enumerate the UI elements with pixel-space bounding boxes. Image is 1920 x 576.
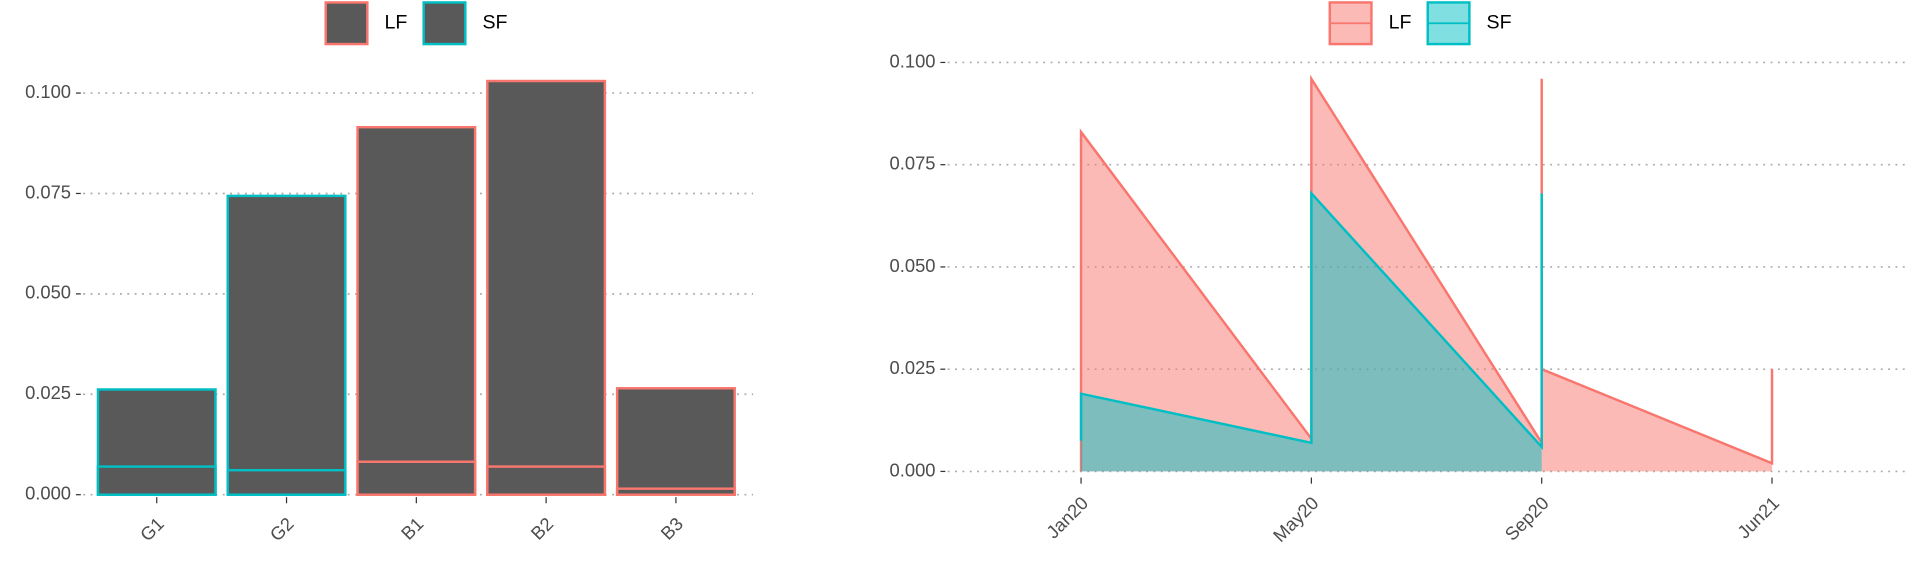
legend-key <box>422 1 467 46</box>
x-tick-label: Sep20 <box>1500 492 1552 544</box>
bar <box>356 125 477 496</box>
y-tick-label: 0.000 <box>890 459 936 480</box>
bar <box>96 465 217 496</box>
bar <box>615 487 736 496</box>
y-tick-label: 0.100 <box>890 50 936 71</box>
legend-key <box>324 1 369 46</box>
bar <box>356 460 477 496</box>
chart-panel: 0.000 0.025 0.050 0.075 0.100 LF SF Jan20 May20 S… <box>890 1 1911 546</box>
x-tick-label: G1 <box>136 513 168 545</box>
x-tick-label: G2 <box>266 513 298 545</box>
bar <box>486 79 607 496</box>
y-tick-label: 0.100 <box>25 81 71 102</box>
bar <box>226 468 347 496</box>
x-tick-label: B3 <box>656 513 687 544</box>
y-tick-label: 0.075 <box>25 181 71 202</box>
y-tick-label: 0.025 <box>890 357 936 378</box>
x-tick-label: B2 <box>527 513 558 544</box>
legend-label: SF <box>1487 11 1512 33</box>
x-tick-label: Jan20 <box>1042 492 1092 542</box>
x-tick-label: Jun21 <box>1733 492 1783 542</box>
legend-label: LF <box>1389 11 1412 33</box>
bar <box>226 194 347 496</box>
area <box>1081 78 1773 472</box>
y-tick-label: 0.025 <box>25 382 71 403</box>
legend-label: LF <box>384 11 407 33</box>
y-tick-label: 0.075 <box>890 153 936 174</box>
x-tick-label: May20 <box>1269 492 1323 546</box>
bar <box>615 387 736 496</box>
y-tick-label: 0.050 <box>25 282 71 303</box>
y-tick-label: 0.000 <box>25 483 71 504</box>
bar <box>486 465 607 496</box>
y-tick-label: 0.050 <box>890 255 936 276</box>
chart-panel: 0.000 0.025 0.050 0.075 0.100 LF SF G1 G2 B1 B2 B3 <box>25 1 754 545</box>
x-tick-label: B1 <box>397 513 428 544</box>
legend-label: SF <box>482 11 507 33</box>
